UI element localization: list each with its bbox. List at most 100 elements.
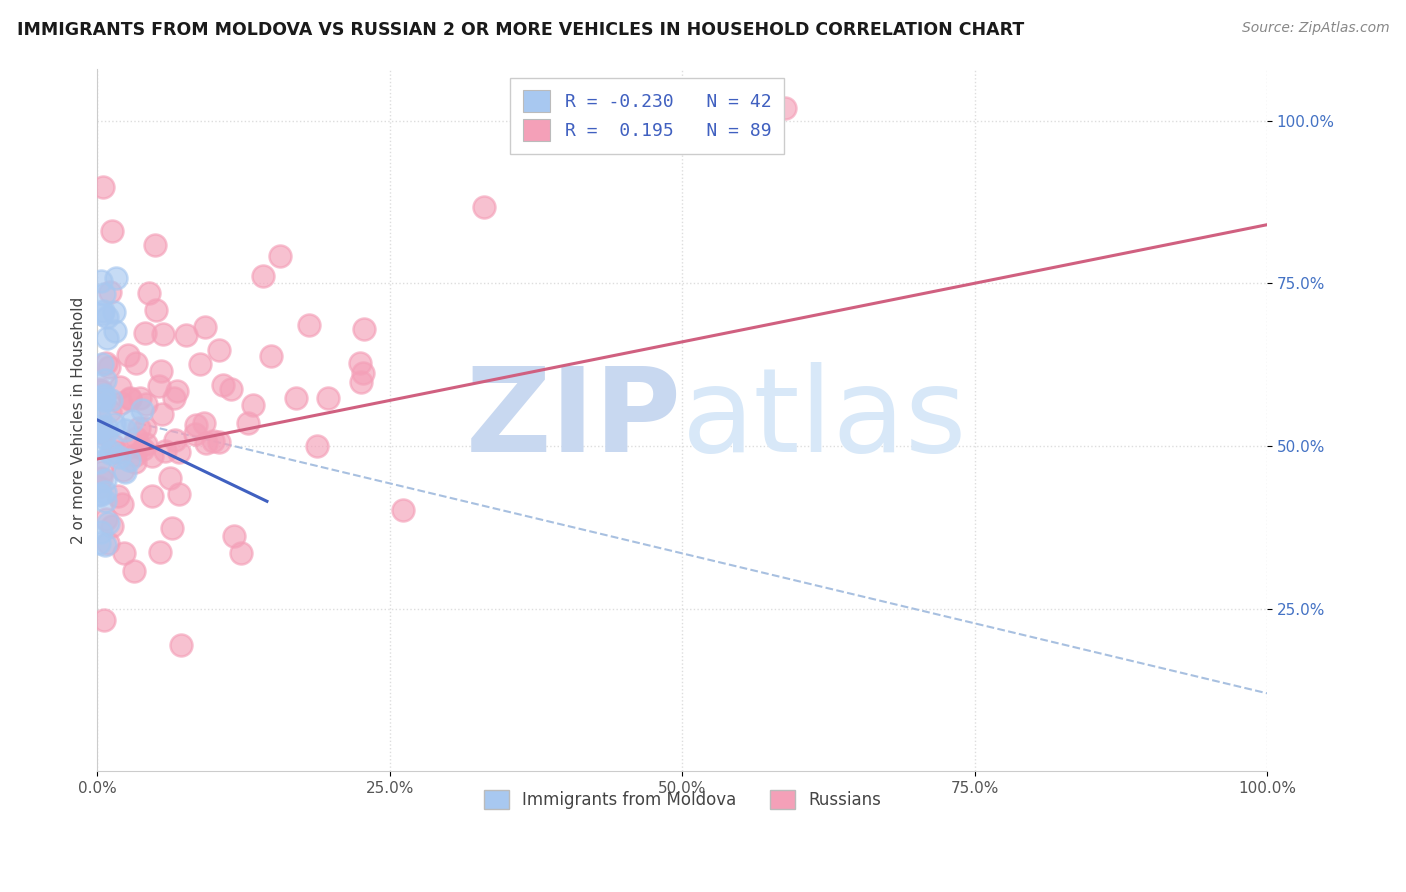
Point <box>131 403 153 417</box>
Point <box>120 391 142 405</box>
Point <box>98 445 121 459</box>
Point <box>94 373 117 387</box>
Point <box>90 465 112 479</box>
Point <box>98 285 121 300</box>
Point <box>148 545 170 559</box>
Point <box>90 471 112 485</box>
Point <box>305 439 328 453</box>
Point <box>89 398 111 412</box>
Point <box>183 426 205 441</box>
Point <box>153 444 176 458</box>
Point <box>134 326 156 341</box>
Point <box>89 384 111 399</box>
Point <box>167 445 190 459</box>
Point <box>269 249 291 263</box>
Point <box>94 493 117 508</box>
Y-axis label: 2 or more Vehicles in Household: 2 or more Vehicles in Household <box>72 296 86 543</box>
Point <box>124 455 146 469</box>
Point <box>162 521 184 535</box>
Point <box>120 440 142 454</box>
Point <box>107 489 129 503</box>
Point <box>316 391 339 405</box>
Point <box>90 307 112 321</box>
Point <box>101 224 124 238</box>
Point <box>105 445 128 459</box>
Point <box>89 412 111 426</box>
Point <box>170 638 193 652</box>
Point <box>111 497 134 511</box>
Point <box>93 287 115 301</box>
Point <box>96 331 118 345</box>
Point <box>94 420 117 434</box>
Point <box>98 360 121 375</box>
Point <box>103 305 125 319</box>
Point <box>472 200 495 214</box>
Point <box>93 613 115 627</box>
Point <box>135 437 157 451</box>
Point <box>148 378 170 392</box>
Point <box>93 393 115 408</box>
Point <box>94 512 117 526</box>
Point <box>134 420 156 434</box>
Point <box>159 471 181 485</box>
Point <box>194 320 217 334</box>
Point <box>114 423 136 437</box>
Point <box>112 546 135 560</box>
Point <box>163 433 186 447</box>
Point <box>149 364 172 378</box>
Text: IMMIGRANTS FROM MOLDOVA VS RUSSIAN 2 OR MORE VEHICLES IN HOUSEHOLD CORRELATION C: IMMIGRANTS FROM MOLDOVA VS RUSSIAN 2 OR … <box>17 21 1024 39</box>
Point <box>105 270 128 285</box>
Point <box>87 425 110 439</box>
Point <box>193 416 215 430</box>
Point <box>128 421 150 435</box>
Point <box>96 426 118 441</box>
Point <box>219 382 242 396</box>
Point <box>91 430 114 444</box>
Point <box>152 326 174 341</box>
Point <box>117 348 139 362</box>
Point <box>114 465 136 479</box>
Point <box>352 366 374 380</box>
Point <box>94 485 117 500</box>
Point <box>135 397 157 411</box>
Point <box>87 455 110 469</box>
Point <box>252 268 274 283</box>
Point <box>91 425 114 440</box>
Point <box>89 488 111 502</box>
Point <box>101 444 124 458</box>
Point <box>125 356 148 370</box>
Point <box>236 416 259 430</box>
Point <box>122 564 145 578</box>
Point <box>353 322 375 336</box>
Point <box>93 474 115 488</box>
Point <box>97 536 120 550</box>
Point <box>141 489 163 503</box>
Point <box>208 435 231 450</box>
Point <box>118 392 141 406</box>
Point <box>118 453 141 467</box>
Point <box>141 449 163 463</box>
Point <box>259 349 281 363</box>
Point <box>349 356 371 370</box>
Point <box>87 487 110 501</box>
Point <box>124 431 146 445</box>
Point <box>188 357 211 371</box>
Point <box>96 310 118 325</box>
Point <box>163 391 186 405</box>
Point <box>110 380 132 394</box>
Point <box>124 448 146 462</box>
Point <box>773 101 796 115</box>
Point <box>167 487 190 501</box>
Point <box>110 396 132 410</box>
Point <box>98 404 121 418</box>
Point <box>91 357 114 371</box>
Point <box>91 304 114 318</box>
Point <box>208 343 231 357</box>
Point <box>132 442 155 456</box>
Text: ZIP: ZIP <box>467 362 682 477</box>
Point <box>93 388 115 402</box>
Point <box>166 384 188 398</box>
Point <box>242 398 264 412</box>
Point <box>112 463 135 477</box>
Point <box>229 546 252 560</box>
